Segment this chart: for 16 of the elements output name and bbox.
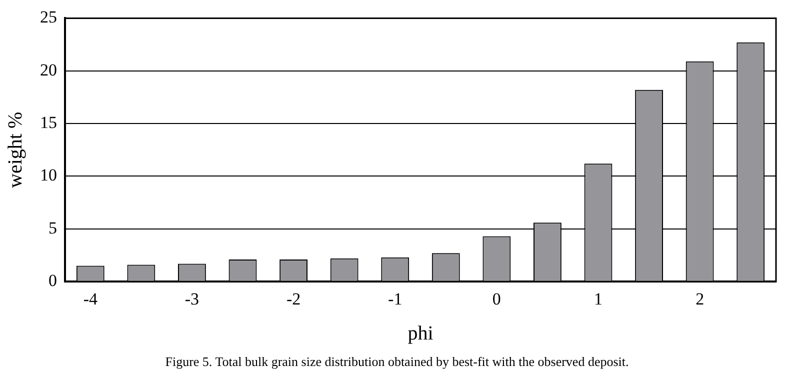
- x-tick-label: -3: [184, 289, 200, 308]
- x-tick-label: -4: [83, 289, 98, 308]
- y-tick-label: 15: [40, 113, 57, 132]
- x-tick-label: -1: [388, 289, 402, 308]
- y-axis-title: weight %: [4, 112, 26, 188]
- x-tick-label: -2: [286, 289, 301, 308]
- x-axis-title: phi: [408, 322, 434, 344]
- y-tick-label: 25: [40, 8, 57, 27]
- x-tick-label: 0: [492, 289, 501, 308]
- x-tick-label: 2: [696, 289, 704, 308]
- y-tick-label: 5: [48, 218, 57, 238]
- x-tick-label: 1: [594, 289, 602, 308]
- caption: Figure 5. Total bulk grain size distribution obtained by best-fit with the observed deposit.: [164, 354, 630, 370]
- y-tick-label: 20: [40, 60, 57, 80]
- y-tick-label: 0: [48, 271, 57, 290]
- y-tick-label: 10: [40, 166, 57, 185]
